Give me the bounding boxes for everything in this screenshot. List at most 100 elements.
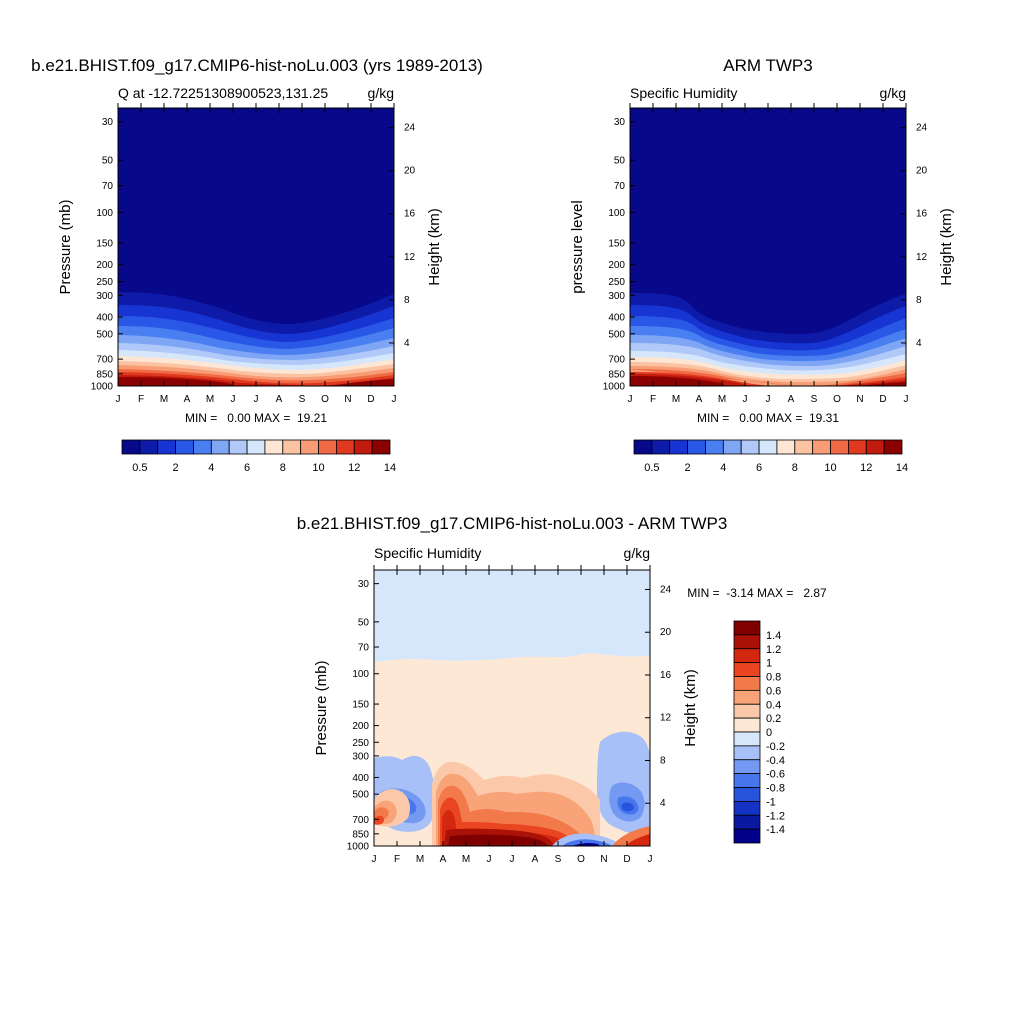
- y-tick-label: 100: [96, 208, 113, 219]
- panel-2-colorbar: 0.5 2 4 6 8 10 12 14: [633, 439, 908, 474]
- y-tick-label: 300: [352, 751, 369, 762]
- y-right-tick-label: 24: [660, 584, 672, 595]
- colorbar-label: 0.8: [766, 672, 781, 684]
- colorbar-label: 0.2: [766, 713, 781, 725]
- y-tick-label: 1000: [91, 382, 114, 393]
- panel-3-axes: 30 50 70 100 150 200 250 300 400 500 700 850 1000 24 2…: [347, 565, 672, 865]
- x-tick-label: N: [344, 394, 351, 405]
- y-tick-label: 850: [352, 829, 369, 840]
- panel-1-subtitle: Q at -12.72251308900523,131.25: [118, 85, 328, 101]
- colorbar-box: [722, 439, 742, 455]
- panel-2-ylabel-right: Height (km): [938, 208, 955, 286]
- y-tick-label: 30: [358, 579, 370, 590]
- y-tick-label: 850: [608, 369, 625, 380]
- colorbar-label: 0.4: [766, 699, 781, 711]
- panel-3-field: [374, 570, 650, 846]
- x-tick-label: S: [299, 394, 306, 405]
- panel-3-neg-surface-2: [562, 839, 612, 846]
- x-tick-label: J: [372, 854, 377, 865]
- colorbar-label: 14: [384, 462, 396, 474]
- x-tick-label: N: [600, 854, 607, 865]
- x-tick-label: A: [788, 394, 795, 405]
- x-tick-label: J: [487, 854, 492, 865]
- y-right-tick-label: 8: [404, 295, 410, 306]
- colorbar-box: [733, 828, 761, 844]
- panel-1-axes: 30 50 70 100 150 200 250 300 400 500 700 850 1000 24 2…: [91, 103, 416, 405]
- colorbar-box: [733, 814, 761, 830]
- x-tick-label: O: [577, 854, 585, 865]
- colorbar-box: [300, 439, 319, 455]
- y-tick-label: 150: [352, 700, 369, 711]
- panel-2-main-title: ARM TWP3: [723, 56, 812, 75]
- y-tick-label: 250: [608, 277, 625, 288]
- x-tick-label: D: [879, 394, 886, 405]
- colorbar-label: -1.4: [766, 824, 785, 836]
- colorbar-box: [733, 703, 761, 719]
- y-right-tick-label: 16: [404, 209, 416, 220]
- colorbar-box: [733, 800, 761, 816]
- x-tick-label: F: [650, 394, 656, 405]
- colorbar-label: 1.4: [766, 630, 781, 642]
- y-right-tick-label: 16: [916, 209, 928, 220]
- colorbar-box: [883, 439, 903, 455]
- colorbar-label: -0.6: [766, 769, 785, 781]
- y-right-tick-label: 4: [660, 798, 666, 809]
- colorbar-box: [733, 620, 761, 636]
- y-right-tick-label: 12: [916, 252, 928, 263]
- y-tick-label: 1000: [347, 842, 370, 853]
- colorbar-label: 10: [824, 462, 836, 474]
- y-tick-label: 150: [96, 239, 113, 250]
- panel-3-ylabel-right: Height (km): [682, 669, 699, 747]
- panel-1-units: g/kg: [368, 85, 394, 101]
- colorbar-box: [121, 439, 141, 455]
- panel-1-field: [118, 108, 394, 386]
- colorbar-box: [353, 439, 373, 455]
- panel-1: Q at -12.72251308900523,131.25 g/kg 30 50…: [57, 85, 443, 474]
- x-tick-label: M: [160, 394, 168, 405]
- panel-3-units: g/kg: [624, 545, 650, 561]
- colorbar-box: [687, 439, 706, 455]
- y-tick-label: 300: [608, 291, 625, 302]
- panel-2-band-11: [630, 369, 906, 386]
- colorbar-label: 12: [348, 462, 360, 474]
- colorbar-box: [264, 439, 284, 455]
- panel-1-colorbar: 0.5 2 4 6 8 10 12 14: [121, 439, 396, 474]
- colorbar-box: [740, 439, 760, 455]
- y-tick-label: 700: [352, 815, 369, 826]
- y-tick-label: 30: [102, 117, 114, 128]
- y-tick-label: 50: [102, 156, 114, 167]
- x-tick-label: A: [532, 854, 539, 865]
- y-right-tick-label: 20: [916, 166, 928, 177]
- x-tick-label: J: [904, 394, 909, 405]
- colorbar-label: 6: [244, 462, 250, 474]
- colorbar-label: -1: [766, 796, 776, 808]
- x-tick-label: A: [184, 394, 191, 405]
- panel-1-ylabel-right: Height (km): [426, 208, 443, 286]
- colorbar-box: [282, 439, 302, 455]
- colorbar-box: [705, 439, 724, 455]
- colorbar-label: 1: [766, 658, 772, 670]
- y-tick-label: 250: [96, 277, 113, 288]
- y-right-tick-label: 12: [404, 252, 416, 263]
- panel-3-neg-surface-3: [572, 842, 600, 846]
- colorbar-box: [371, 439, 391, 455]
- colorbar-box: [830, 439, 849, 455]
- colorbar-box: [848, 439, 867, 455]
- colorbar-box: [865, 439, 885, 455]
- colorbar-box: [733, 648, 761, 664]
- x-tick-label: M: [672, 394, 680, 405]
- colorbar-label: 2: [685, 462, 691, 474]
- y-right-tick-label: 8: [660, 755, 666, 766]
- colorbar-label: 6: [756, 462, 762, 474]
- x-tick-label: J: [648, 854, 653, 865]
- x-tick-label: O: [833, 394, 841, 405]
- colorbar-label: 0.5: [644, 462, 659, 474]
- colorbar-box: [210, 439, 230, 455]
- panel-3-ylabel: Pressure (mb): [313, 660, 330, 755]
- colorbar-box: [318, 439, 337, 455]
- colorbar-label: 10: [312, 462, 324, 474]
- x-tick-label: J: [628, 394, 633, 405]
- x-tick-label: M: [718, 394, 726, 405]
- y-tick-label: 70: [358, 643, 370, 654]
